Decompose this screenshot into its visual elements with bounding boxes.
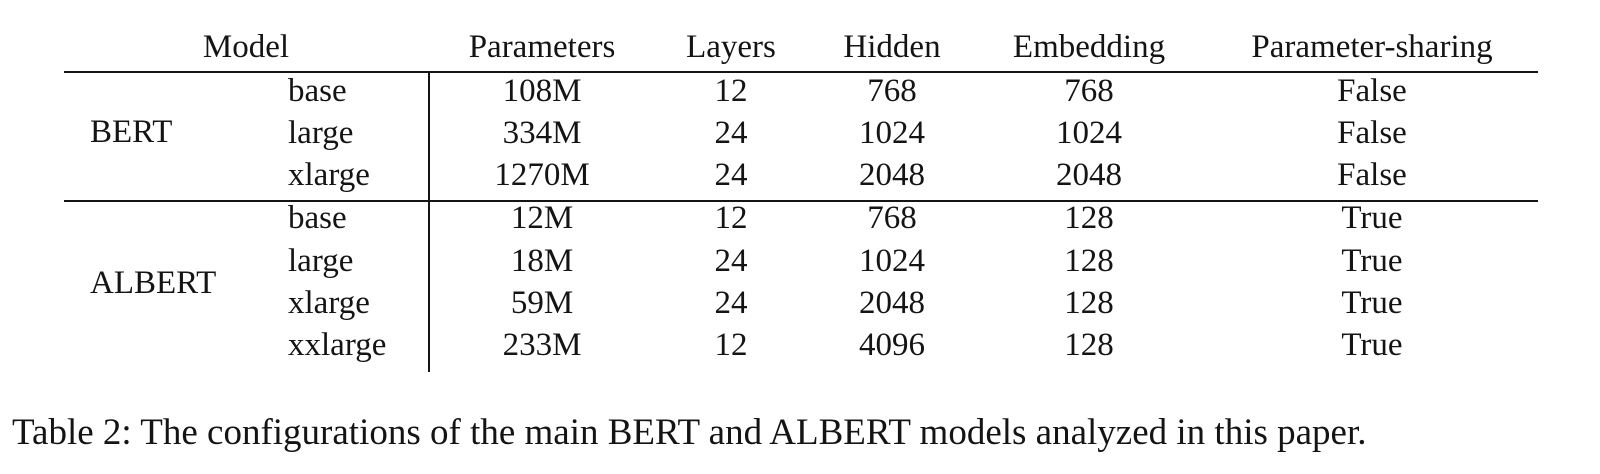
header-parameter-sharing: Parameter-sharing: [1251, 29, 1493, 65]
config-table: Model Parameters Layers Hidden Embedding…: [64, 29, 1538, 372]
cell-size: xxlarge: [288, 327, 387, 363]
cell-layers: 24: [714, 115, 748, 151]
group-separator-rule: [64, 200, 1538, 202]
cell-embedding: 128: [1064, 200, 1114, 236]
cell-size: base: [288, 200, 347, 236]
header-hidden: Hidden: [843, 29, 941, 65]
cell-parameter-sharing: True: [1341, 327, 1403, 363]
cell-parameter-sharing: False: [1337, 73, 1407, 109]
header-rule: [64, 71, 1538, 73]
group-label-albert: ALBERT: [90, 265, 217, 301]
cell-layers: 24: [714, 157, 748, 193]
cell-hidden: 768: [867, 73, 917, 109]
cell-parameters: 108M: [502, 73, 582, 109]
cell-hidden: 4096: [859, 327, 925, 363]
header-layers: Layers: [686, 29, 776, 65]
cell-embedding: 2048: [1056, 157, 1122, 193]
group-label-bert: BERT: [90, 114, 173, 150]
column-divider-rule: [428, 72, 430, 372]
header-parameters: Parameters: [468, 29, 616, 65]
cell-embedding: 128: [1064, 285, 1114, 321]
cell-hidden: 1024: [859, 115, 925, 151]
cell-parameter-sharing: True: [1341, 200, 1403, 236]
cell-layers: 24: [714, 285, 748, 321]
cell-parameter-sharing: True: [1341, 285, 1403, 321]
cell-layers: 12: [714, 327, 748, 363]
cell-embedding: 1024: [1056, 115, 1122, 151]
cell-size: xlarge: [288, 285, 370, 321]
cell-hidden: 2048: [859, 157, 925, 193]
cell-size: large: [288, 243, 354, 279]
cell-parameters: 1270M: [494, 157, 590, 193]
cell-size: large: [288, 115, 354, 151]
cell-parameters: 12M: [510, 200, 574, 236]
header-model: Model: [202, 29, 290, 65]
cell-parameter-sharing: False: [1337, 157, 1407, 193]
cell-embedding: 128: [1064, 243, 1114, 279]
header-embedding: Embedding: [1012, 29, 1166, 65]
cell-hidden: 2048: [859, 285, 925, 321]
cell-parameters: 59M: [510, 285, 574, 321]
cell-size: xlarge: [288, 157, 370, 193]
cell-parameter-sharing: True: [1341, 243, 1403, 279]
cell-layers: 12: [714, 73, 748, 109]
cell-parameters: 334M: [502, 115, 582, 151]
cell-hidden: 1024: [859, 243, 925, 279]
cell-embedding: 768: [1064, 73, 1114, 109]
cell-parameters: 233M: [502, 327, 582, 363]
table-caption: Table 2: The configurations of the main …: [12, 412, 1367, 453]
cell-layers: 24: [714, 243, 748, 279]
cell-size: base: [288, 73, 347, 109]
cell-parameters: 18M: [510, 243, 574, 279]
cell-hidden: 768: [867, 200, 917, 236]
cell-layers: 12: [714, 200, 748, 236]
cell-embedding: 128: [1064, 327, 1114, 363]
cell-parameter-sharing: False: [1337, 115, 1407, 151]
